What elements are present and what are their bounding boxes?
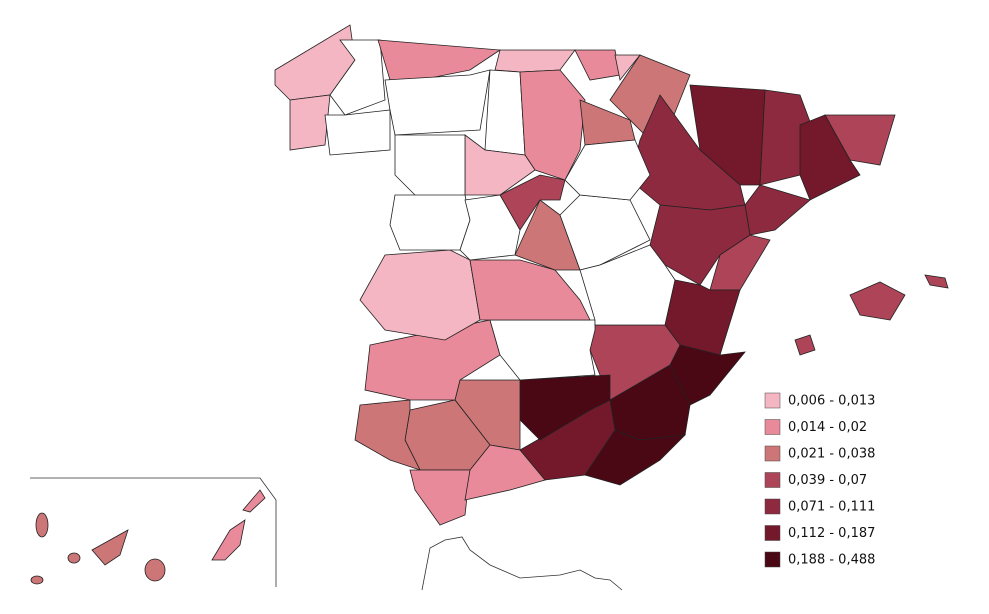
province bbox=[389, 194, 471, 251]
legend-swatch bbox=[764, 551, 781, 568]
legend: 0,006 - 0,013 0,014 - 0,02 0,021 - 0,038 0,… bbox=[764, 392, 875, 568]
province bbox=[144, 558, 166, 582]
legend-label: 0,006 - 0,013 bbox=[788, 394, 875, 409]
canary-inset-border bbox=[30, 477, 277, 587]
legend-label: 0,021 - 0,038 bbox=[788, 447, 875, 462]
province bbox=[409, 469, 471, 526]
africa-coast bbox=[421, 536, 623, 591]
legend-swatch bbox=[764, 472, 781, 488]
legend-swatch bbox=[764, 525, 781, 541]
legend-label: 0,188 - 0,488 bbox=[788, 553, 875, 568]
province bbox=[744, 184, 811, 236]
province bbox=[242, 489, 266, 513]
province bbox=[484, 69, 526, 156]
province bbox=[464, 444, 546, 501]
province bbox=[384, 69, 491, 136]
legend-label: 0,014 - 0,02 bbox=[788, 420, 867, 435]
province bbox=[794, 334, 816, 356]
province bbox=[377, 39, 502, 81]
legend-label: 0,112 - 0,187 bbox=[788, 526, 875, 541]
province bbox=[211, 519, 246, 561]
province bbox=[324, 109, 391, 156]
province bbox=[574, 49, 621, 81]
province bbox=[849, 281, 906, 321]
province bbox=[689, 84, 766, 186]
province bbox=[564, 139, 651, 201]
province bbox=[579, 244, 676, 326]
province bbox=[67, 552, 81, 564]
province bbox=[459, 194, 521, 261]
province bbox=[614, 54, 641, 81]
legend-swatch bbox=[764, 419, 781, 435]
legend-label: 0,071 - 0,111 bbox=[788, 500, 875, 515]
province bbox=[489, 319, 596, 381]
province bbox=[354, 399, 421, 471]
legend-swatch bbox=[764, 392, 781, 409]
province bbox=[35, 512, 49, 538]
province bbox=[924, 274, 949, 289]
province bbox=[289, 94, 331, 151]
province bbox=[91, 529, 129, 566]
legend-label: 0,039 - 0,07 bbox=[788, 473, 867, 488]
province bbox=[359, 249, 481, 341]
province bbox=[30, 575, 44, 585]
province bbox=[469, 259, 591, 321]
province bbox=[394, 134, 466, 201]
province bbox=[799, 114, 861, 201]
legend-swatch bbox=[764, 445, 781, 462]
province bbox=[494, 49, 576, 73]
province bbox=[709, 234, 771, 291]
legend-swatch bbox=[764, 498, 781, 515]
provinces bbox=[30, 24, 949, 585]
